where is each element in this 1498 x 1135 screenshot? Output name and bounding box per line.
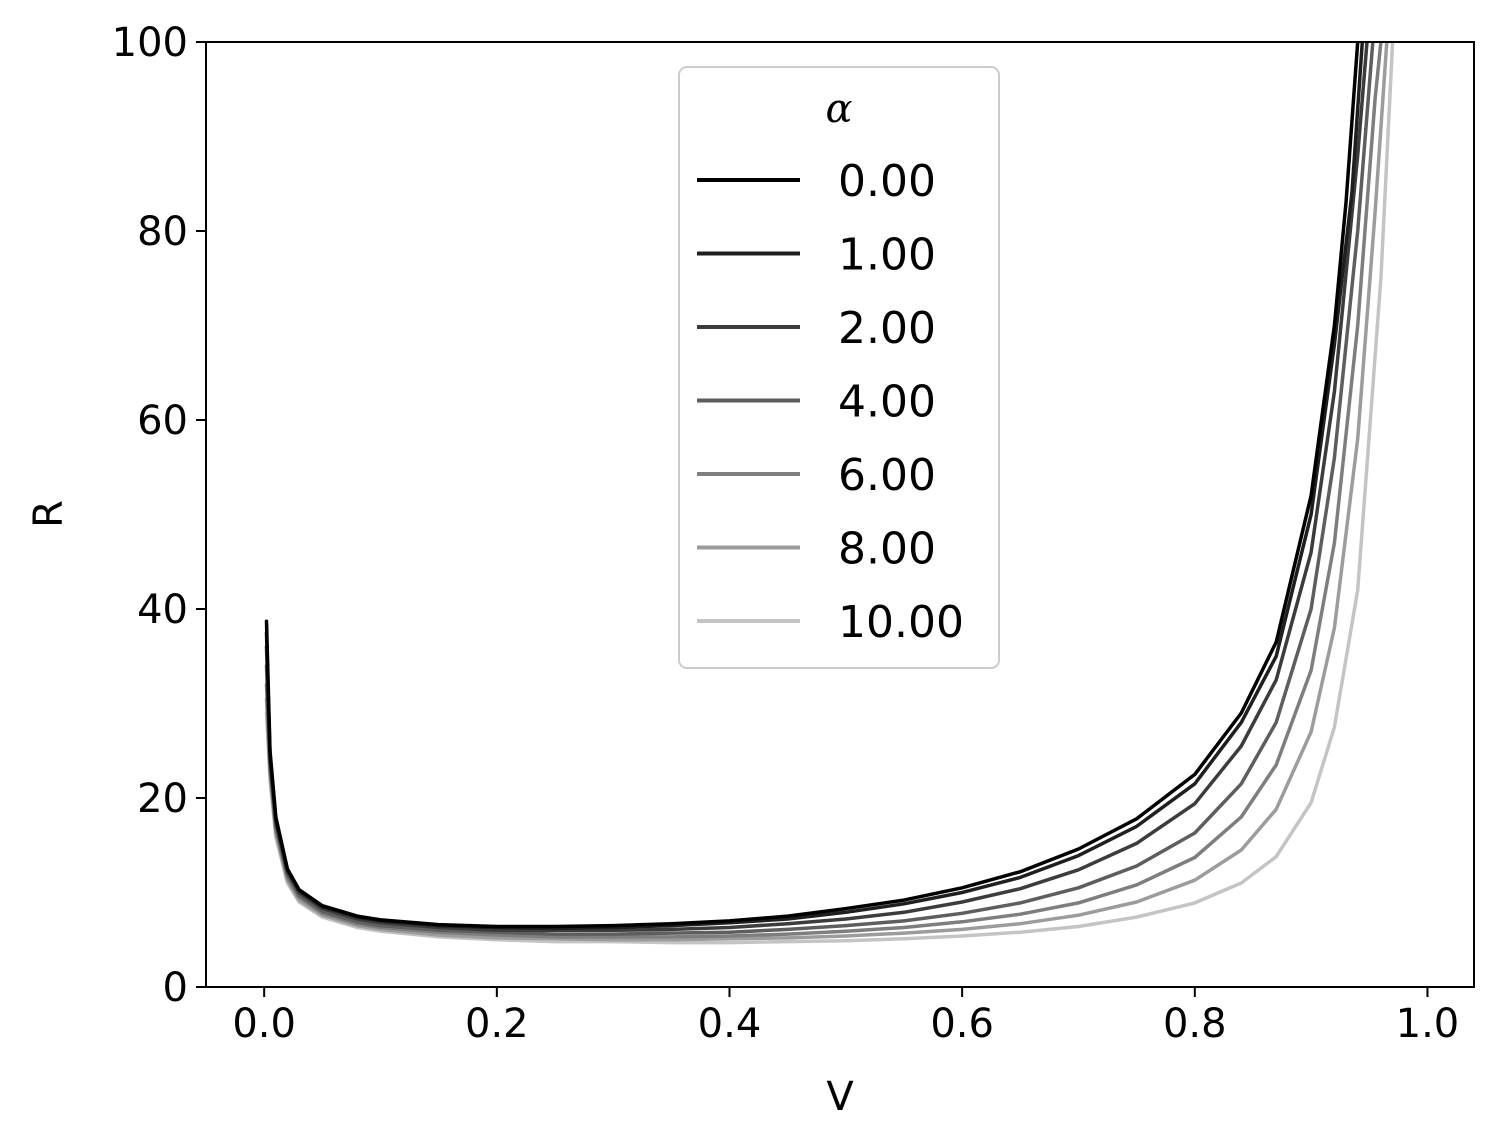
- y-axis-label: R: [26, 500, 72, 528]
- legend-items: 0.00 1.00 2.00 4.00 6.00 8.00 10.00: [697, 156, 964, 648]
- x-tick-label: 0.4: [698, 1001, 762, 1047]
- legend-title: α: [825, 86, 852, 132]
- y-tick-label: 0: [163, 965, 188, 1011]
- legend-label: 4.00: [838, 377, 936, 428]
- legend-label: 0.00: [838, 156, 936, 207]
- x-axis-label: V: [826, 1074, 854, 1120]
- x-tick-label: 0.6: [930, 1001, 994, 1047]
- legend-label: 10.00: [838, 597, 964, 648]
- y-tick-label: 40: [137, 587, 188, 633]
- legend-label: 8.00: [838, 524, 936, 575]
- legend-label: 1.00: [838, 230, 936, 281]
- x-tick-label: 0.0: [232, 1001, 296, 1047]
- legend-label: 2.00: [838, 303, 936, 354]
- y-tick-label: 60: [137, 398, 188, 444]
- y-axis: 0 20 40 60 80 100: [112, 20, 206, 1011]
- y-tick-label: 20: [137, 776, 188, 822]
- plot-frame: [205, 41, 1475, 988]
- y-tick-label: 100: [112, 20, 188, 66]
- series-layer: [264, 42, 1395, 945]
- x-axis: 0.0 0.2 0.4 0.6 0.8 1.0: [232, 987, 1459, 1047]
- series-line-4-00: [264, 42, 1375, 936]
- legend-box: [678, 66, 1000, 669]
- x-tick-label: 0.2: [465, 1001, 529, 1047]
- series-line-8-00: [264, 42, 1389, 942]
- x-tick-label: 0.8: [1163, 1001, 1227, 1047]
- series-line-0-00: [264, 42, 1360, 929]
- legend-label: 6.00: [838, 450, 936, 501]
- x-tick-label: 1.0: [1396, 1001, 1460, 1047]
- y-tick-label: 80: [137, 209, 188, 255]
- legend: α 0.00 1.00 2.00 4.00 6.00 8.00 10.00: [678, 66, 1000, 669]
